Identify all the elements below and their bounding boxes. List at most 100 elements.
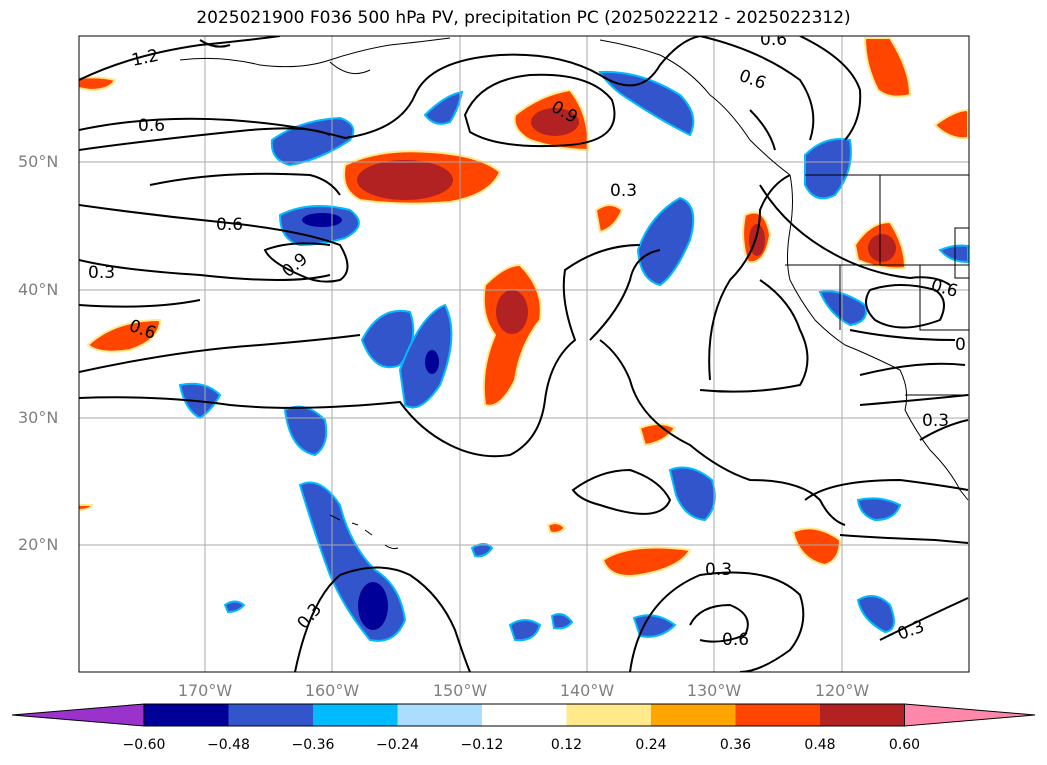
contour-label: 0.6: [216, 215, 243, 235]
contour-label: 0.6: [929, 276, 960, 302]
colorbar-tick-label: 0.24: [635, 737, 667, 753]
lon-label: 160°W: [304, 681, 360, 700]
colorbar-tick-label: −0.36: [291, 737, 335, 753]
precip-area: [283, 405, 328, 457]
colorbar-segment: [566, 704, 651, 726]
precip-area: [357, 160, 453, 200]
contour-label: 0.6: [760, 30, 787, 50]
contour-label: 0.6: [138, 116, 165, 136]
lat-label: 30°N: [18, 408, 59, 427]
precip-area: [632, 614, 677, 638]
precip-area: [856, 595, 895, 634]
colorbar-tick-label: 0.12: [550, 737, 583, 753]
lon-label: 130°W: [686, 681, 742, 700]
contour-line: [859, 394, 969, 406]
contour-label: 1.2: [130, 46, 161, 71]
colorbar-tick-label: 0.48: [804, 737, 836, 753]
precip-area: [86, 318, 162, 353]
precip-area: [546, 522, 567, 534]
lat-label: 50°N: [18, 152, 59, 171]
precip-area: [531, 108, 579, 136]
contour-label: 0.3: [922, 411, 949, 431]
precip-area: [938, 244, 969, 264]
contour-line: [699, 36, 815, 141]
contour-line: [879, 597, 969, 641]
contour-line: [804, 478, 969, 501]
precip-area: [470, 543, 494, 558]
contour-line: [199, 39, 231, 48]
precip-area: [668, 466, 716, 522]
state-borders: [785, 175, 969, 331]
precip-area: [791, 527, 842, 567]
contour-line: [79, 36, 281, 81]
contour-label: 0.6: [736, 66, 768, 94]
precip-area: [223, 600, 246, 614]
precip-area: [594, 204, 624, 234]
contour-line: [689, 603, 749, 643]
colorbar-tick-label: −0.12: [460, 737, 504, 753]
contour-line: [799, 36, 862, 141]
contour-line: [599, 339, 846, 526]
contour-line: [79, 244, 641, 458]
contour-line: [749, 109, 776, 151]
colorbar-tick-label: 0.36: [719, 737, 752, 753]
contour-label: 0.3: [895, 617, 927, 645]
colorbar-segment: [482, 704, 567, 726]
precip-area: [358, 582, 388, 630]
contour-line: [149, 172, 341, 196]
precip-area: [302, 213, 342, 227]
precip-area: [508, 619, 542, 642]
precip-area: [425, 350, 439, 374]
alaska-coast: [179, 37, 791, 176]
colorbar-segment: [144, 704, 229, 726]
west-coast: [787, 174, 969, 501]
precip-area: [868, 234, 896, 262]
contour-line: [463, 73, 616, 148]
plot-border: [78, 35, 970, 673]
contour-line: [865, 284, 945, 329]
precip-area: [804, 138, 852, 200]
pv-contours: [79, 36, 969, 672]
colorbar-extend-high: [904, 703, 1036, 727]
contour-line: [629, 571, 805, 672]
colorbar-segment: [651, 704, 736, 726]
precip-area: [79, 76, 117, 92]
contour-line: [708, 174, 791, 381]
colorbar-outline: [143, 703, 905, 727]
precip-area: [863, 37, 912, 98]
lon-label: 170°W: [177, 681, 233, 700]
precip-area: [818, 290, 867, 327]
contour-line: [699, 279, 809, 393]
contour-line: [79, 204, 349, 283]
contour-label: 0.6: [722, 630, 749, 650]
contour-line: [571, 468, 672, 515]
contour-line: [759, 184, 951, 286]
contour-label: 0: [955, 335, 966, 355]
lon-label: 150°W: [432, 681, 488, 700]
colorbar-tick-label: −0.60: [122, 737, 166, 753]
contour-line: [79, 299, 201, 308]
contour-label: 0.3: [610, 181, 637, 201]
coastlines: [179, 37, 969, 550]
map-title: 2025021900 F036 500 hPa PV, precipitatio…: [196, 8, 851, 28]
colorbar-tick-label: −0.24: [376, 737, 419, 753]
lat-label: 20°N: [18, 535, 59, 554]
contour-line: [294, 566, 471, 672]
colorbar: [11, 703, 1036, 727]
precip-area: [398, 303, 453, 409]
precip-area: [601, 546, 692, 577]
lon-label: 140°W: [559, 681, 615, 700]
precip-area: [482, 263, 542, 407]
precip-negative-areas: [178, 70, 969, 642]
colorbar-tick-label: 0.60: [888, 737, 921, 753]
contour-line: [589, 249, 661, 341]
precip-area: [638, 423, 677, 447]
precip-area: [856, 497, 902, 522]
contour-line: [79, 334, 361, 373]
contour-line: [79, 127, 331, 151]
colorbar-tick-label: −0.48: [207, 737, 250, 753]
colorbar-segment: [820, 704, 905, 726]
contour-line: [849, 329, 956, 341]
precip-area: [598, 70, 695, 137]
